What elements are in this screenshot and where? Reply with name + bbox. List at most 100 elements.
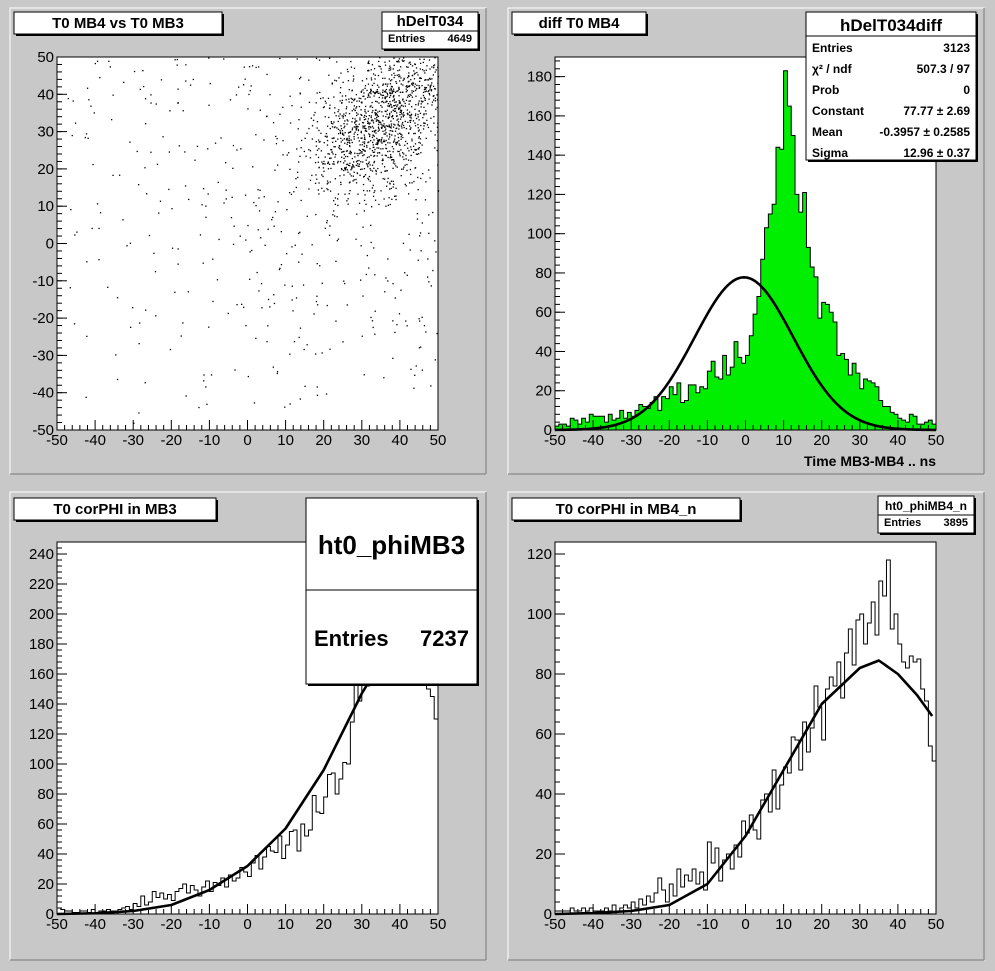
scatter-point bbox=[355, 161, 358, 163]
scatter-point bbox=[380, 104, 382, 107]
scatter-point bbox=[374, 114, 377, 116]
scatter-point bbox=[414, 149, 417, 151]
scatter-point bbox=[115, 354, 117, 356]
scatter-point bbox=[369, 122, 371, 124]
scatter-point bbox=[316, 127, 318, 129]
scatter-point bbox=[319, 265, 321, 267]
scatter-point bbox=[433, 99, 435, 101]
scatter-point bbox=[390, 156, 392, 158]
scatter-point bbox=[96, 60, 99, 62]
scatter-point bbox=[372, 120, 374, 122]
scatter-point bbox=[336, 216, 338, 218]
scatter-point bbox=[418, 347, 421, 349]
scatter-point bbox=[397, 136, 400, 139]
scatter-point bbox=[368, 115, 370, 117]
scatter-point bbox=[387, 125, 389, 128]
scatter-point bbox=[353, 105, 355, 107]
scatter-point bbox=[432, 74, 434, 76]
scatter-point bbox=[394, 297, 396, 299]
scatter-point bbox=[431, 104, 433, 106]
scatter-point bbox=[392, 100, 394, 102]
scatter-point bbox=[145, 123, 147, 125]
scatter-point bbox=[421, 222, 423, 224]
scatter-point bbox=[377, 120, 379, 122]
scatter-point bbox=[123, 81, 125, 83]
scatter-point bbox=[370, 88, 372, 90]
scatter-point bbox=[371, 187, 373, 189]
scatter-point bbox=[402, 136, 404, 139]
scatter-point bbox=[348, 165, 351, 167]
scatter-point bbox=[390, 180, 392, 182]
scatter-point bbox=[385, 170, 387, 172]
histogram-bar bbox=[775, 147, 781, 430]
scatter-point bbox=[423, 125, 425, 127]
scatter-point bbox=[402, 242, 405, 244]
stats-row-value: 3123 bbox=[943, 41, 970, 55]
scatter-point bbox=[184, 185, 187, 187]
scatter-point bbox=[368, 126, 370, 128]
scatter-point bbox=[370, 90, 372, 92]
scatter-point bbox=[397, 123, 399, 125]
histogram-bar bbox=[684, 400, 689, 430]
scatter-point bbox=[378, 127, 380, 130]
scatter-point bbox=[330, 121, 332, 123]
scatter-point bbox=[329, 127, 331, 130]
scatter-point bbox=[372, 73, 375, 75]
scatter-point bbox=[403, 57, 405, 59]
x-tick-label: -50 bbox=[46, 916, 68, 933]
histogram-bar bbox=[897, 418, 903, 430]
histogram-bar bbox=[730, 367, 735, 430]
histogram-bar bbox=[932, 424, 937, 430]
scatter-point bbox=[313, 313, 315, 315]
scatter-point bbox=[315, 145, 318, 147]
scatter-point bbox=[434, 57, 436, 59]
histogram-bar bbox=[806, 247, 811, 430]
scatter-point bbox=[410, 117, 412, 119]
scatter-point bbox=[349, 151, 352, 153]
scatter-point bbox=[377, 115, 380, 118]
scatter-point bbox=[398, 108, 400, 110]
scatter-point bbox=[402, 152, 404, 154]
scatter-point bbox=[199, 234, 202, 236]
histogram-outline bbox=[554, 559, 937, 914]
scatter-point bbox=[377, 139, 379, 141]
scatter-point bbox=[380, 68, 382, 70]
scatter-point bbox=[367, 122, 369, 124]
scatter-point bbox=[430, 385, 432, 387]
scatter-point bbox=[343, 127, 345, 129]
scatter-point bbox=[346, 169, 349, 171]
scatter-point bbox=[252, 166, 254, 168]
scatter-point bbox=[391, 92, 394, 94]
scatter-point bbox=[346, 143, 348, 145]
scatter-point bbox=[434, 240, 436, 242]
scatter-point bbox=[286, 154, 288, 156]
scatter-point bbox=[343, 150, 345, 153]
scatter-point bbox=[413, 145, 415, 147]
scatter-point bbox=[109, 66, 111, 68]
scatter-point bbox=[399, 118, 402, 120]
scatter-point bbox=[393, 57, 395, 59]
scatter-point bbox=[434, 100, 437, 102]
scatter-point bbox=[316, 295, 318, 297]
histogram-bar bbox=[726, 375, 731, 430]
histogram-bar bbox=[661, 396, 666, 430]
scatter-point bbox=[344, 169, 347, 171]
scatter-point bbox=[363, 141, 366, 143]
scatter-point bbox=[361, 137, 363, 139]
stats-name: hDelT034 bbox=[397, 13, 464, 30]
histogram-bar bbox=[833, 322, 838, 430]
scatter-point bbox=[326, 220, 328, 222]
scatter-point bbox=[359, 152, 361, 154]
scatter-point bbox=[435, 69, 437, 71]
scatter-point bbox=[90, 105, 92, 107]
stats-row-label: Mean bbox=[812, 125, 843, 139]
scatter-point bbox=[388, 125, 390, 128]
scatter-point bbox=[384, 90, 386, 92]
scatter-point bbox=[426, 119, 428, 121]
scatter-point bbox=[349, 142, 351, 144]
scatter-point bbox=[326, 136, 328, 138]
scatter-point bbox=[325, 393, 328, 395]
scatter-point bbox=[333, 210, 335, 212]
scatter-point bbox=[366, 89, 368, 92]
scatter-point bbox=[420, 106, 422, 108]
